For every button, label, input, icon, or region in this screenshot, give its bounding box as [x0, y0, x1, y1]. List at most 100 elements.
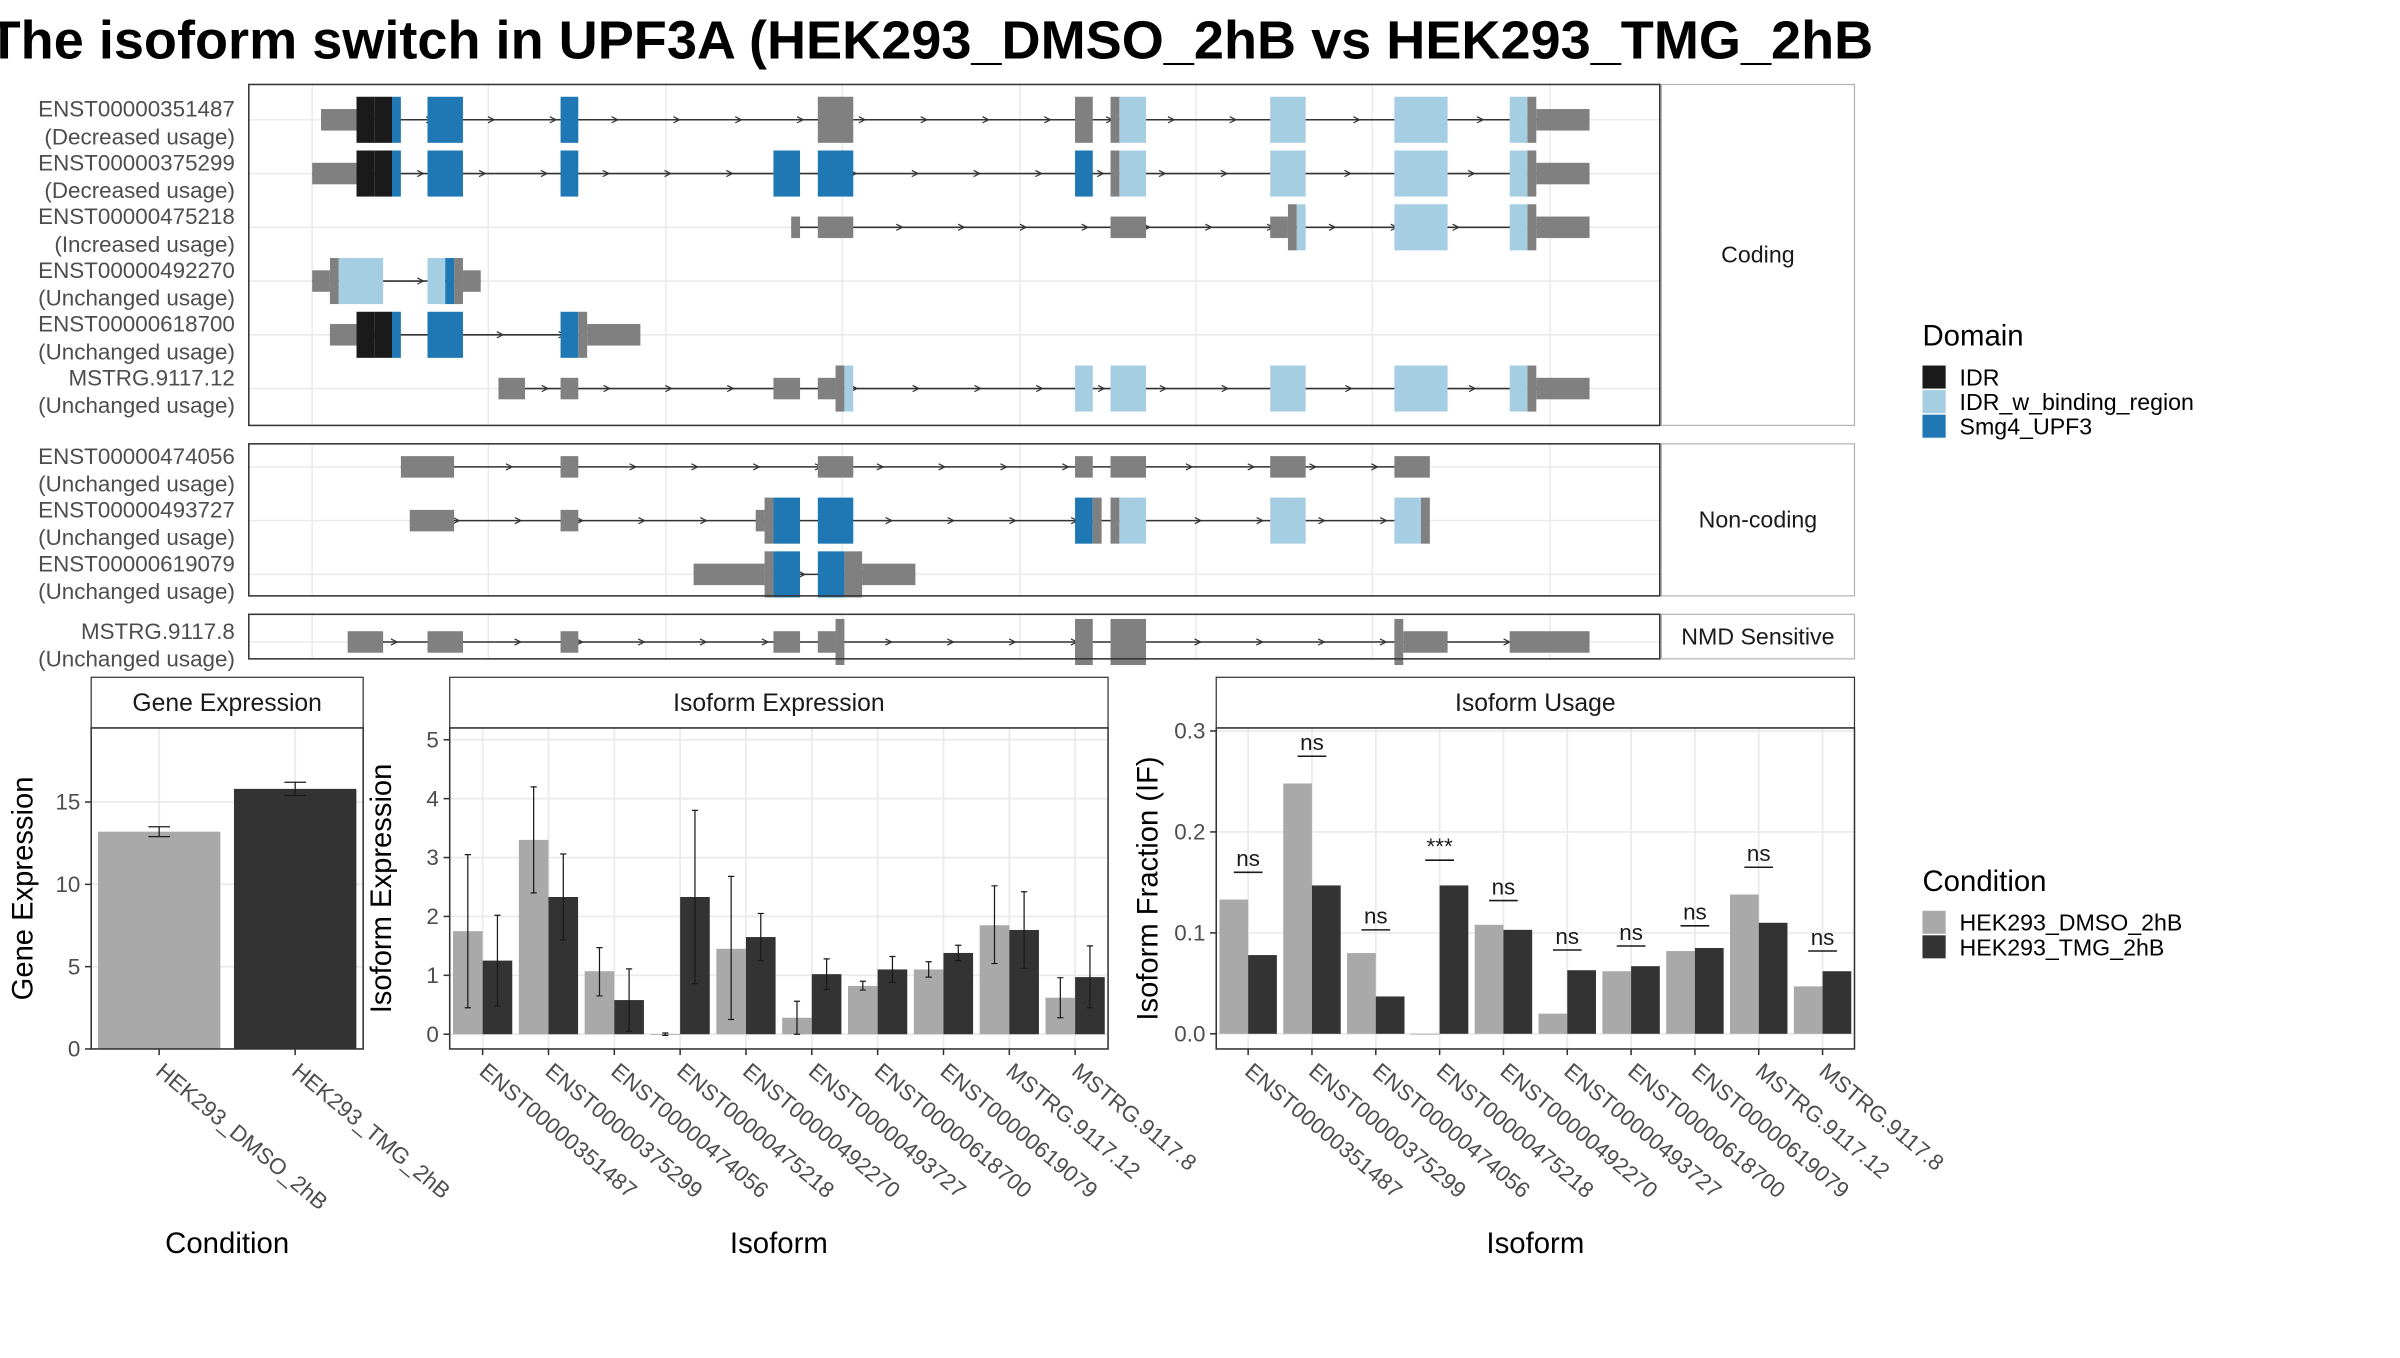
- domain-block: [1509, 150, 1528, 197]
- significance-label: ns: [1619, 920, 1643, 945]
- error-bar: [494, 914, 501, 1007]
- exon-block: [1527, 365, 1537, 412]
- legend-label: IDR: [1960, 365, 2000, 391]
- strand-arrow: [895, 223, 904, 231]
- strand-arrow: [541, 384, 550, 393]
- strand-arrow: [1194, 517, 1203, 525]
- transcript-structure-area: ENST00000351487(Decreased usage)ENST0000…: [38, 83, 1856, 672]
- exon-block: [560, 631, 579, 653]
- transcript-usage-label: (Unchanged usage): [38, 472, 235, 497]
- strand-arrow: [487, 116, 496, 124]
- strand-arrow: [1044, 116, 1052, 124]
- strand-arrow: [1035, 384, 1044, 393]
- error-bar: [626, 968, 633, 1032]
- legend-label: HEK293_DMSO_2hB: [1960, 910, 2183, 936]
- bar: [1311, 885, 1341, 1034]
- facet-label: Coding: [1721, 242, 1794, 268]
- strand-arrow: [629, 463, 638, 471]
- strand-arrow: [752, 463, 761, 471]
- strand-arrow: [416, 277, 425, 285]
- exon-block: [1403, 631, 1448, 653]
- y-tick-label: 4: [426, 786, 438, 811]
- strand-arrow: [496, 331, 505, 339]
- exon-block: [1075, 456, 1093, 478]
- exon-block: [560, 377, 579, 400]
- panel-title: Isoform Usage: [1455, 690, 1616, 717]
- strand-arrow: [876, 463, 885, 471]
- exon-block: [1110, 497, 1120, 544]
- y-tick-label: 10: [55, 872, 80, 897]
- panel-title: Gene Expression: [132, 690, 321, 717]
- facet-label: NMD Sensitive: [1681, 623, 1834, 649]
- x-axis-title: Condition: [165, 1228, 289, 1260]
- exon-block: [329, 324, 357, 346]
- plot-border: [90, 727, 364, 1050]
- strand-arrow: [946, 638, 955, 646]
- strand-arrow: [665, 384, 673, 393]
- bar: [913, 969, 944, 1035]
- exon-block: [1420, 497, 1430, 544]
- error-bar: [793, 1000, 801, 1035]
- domain-block: [1110, 365, 1147, 412]
- exon-block: [1270, 216, 1288, 239]
- strand-arrow: [699, 638, 708, 646]
- exon-block: [409, 509, 455, 532]
- strand-arrow: [576, 517, 585, 525]
- error-bar: [728, 875, 735, 1021]
- transcript-id-label: MSTRG.9117.8: [81, 619, 235, 644]
- exon-block: [1110, 618, 1147, 666]
- exon-block: [1075, 618, 1093, 666]
- domain-block: [817, 497, 854, 544]
- y-tick-label: 0.0: [1174, 1022, 1205, 1047]
- bar: [1283, 783, 1312, 1034]
- transcript-usage-label: (Decreased usage): [44, 124, 234, 149]
- error-bar: [148, 826, 170, 838]
- y-tick-label: 0: [68, 1037, 80, 1062]
- transcript-id-label: MSTRG.9117.12: [68, 366, 234, 391]
- significance-label: ns: [1555, 924, 1579, 949]
- strand-arrow: [1247, 463, 1256, 471]
- strand-arrow: [957, 223, 966, 231]
- transcript-id-label: ENST00000375299: [38, 151, 235, 176]
- error-bar: [530, 786, 537, 894]
- y-tick-label: 1: [426, 963, 438, 988]
- legend-swatch: [1922, 414, 1946, 438]
- y-tick-label: 5: [68, 954, 80, 979]
- plot-border: [1215, 727, 1856, 1050]
- domain-block: [427, 150, 463, 197]
- exon-block: [791, 216, 801, 239]
- domain-block: [392, 150, 401, 197]
- exon-block: [312, 270, 330, 292]
- bar: [1538, 1013, 1568, 1034]
- bar: [1602, 971, 1632, 1034]
- transcript-usage-label: (Unchanged usage): [38, 525, 235, 550]
- exon-block: [347, 631, 384, 653]
- bar: [1631, 966, 1660, 1034]
- strand-arrow: [638, 517, 647, 525]
- bar: [1439, 885, 1469, 1034]
- domain-block: [1509, 96, 1528, 143]
- y-tick-label: 15: [55, 790, 80, 815]
- y-axis-title: Isoform Expression: [366, 764, 398, 1014]
- panel-title-strip: [90, 676, 364, 729]
- exon-block: [1110, 216, 1147, 239]
- bar: [233, 788, 357, 1049]
- exon-block: [1527, 96, 1537, 143]
- significance-label: ns: [1811, 925, 1835, 950]
- exon-block: [1509, 631, 1590, 653]
- domain-block: [560, 96, 579, 143]
- exon-block: [1270, 456, 1306, 478]
- transcript-usage-label: (Increased usage): [54, 232, 235, 257]
- exon-block: [835, 618, 845, 666]
- legend-swatch: [1922, 365, 1946, 389]
- exon-block: [764, 497, 774, 544]
- legend-label: IDR_w_binding_region: [1960, 389, 2194, 415]
- facet-strip: [1660, 83, 1856, 427]
- exon-block: [312, 162, 357, 185]
- facet-strip: [1660, 613, 1856, 660]
- strand-arrow: [664, 169, 673, 178]
- domain-block: [427, 311, 463, 358]
- strand-arrow: [1221, 384, 1230, 393]
